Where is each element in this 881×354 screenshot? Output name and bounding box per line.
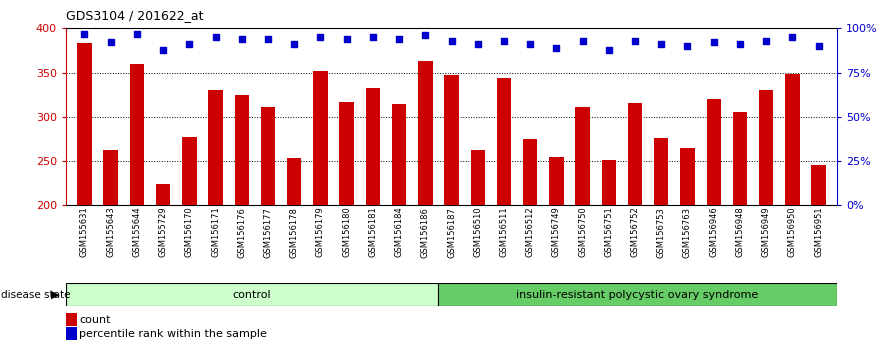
- Bar: [444, 75, 459, 205]
- Bar: [811, 165, 825, 205]
- Point: [261, 36, 275, 42]
- Bar: [575, 107, 589, 205]
- Point: [392, 36, 406, 42]
- Bar: [392, 104, 406, 205]
- Point: [575, 38, 589, 44]
- Text: insulin-resistant polycystic ovary syndrome: insulin-resistant polycystic ovary syndr…: [516, 290, 759, 300]
- Point: [497, 38, 511, 44]
- Bar: [733, 113, 747, 205]
- FancyBboxPatch shape: [438, 283, 837, 306]
- Point: [628, 38, 642, 44]
- Point: [759, 38, 774, 44]
- Text: control: control: [233, 290, 271, 300]
- Point: [130, 31, 144, 36]
- Point: [602, 47, 616, 52]
- FancyBboxPatch shape: [66, 283, 438, 306]
- Bar: [628, 103, 642, 205]
- Bar: [523, 139, 537, 205]
- Point: [550, 45, 564, 51]
- Bar: [130, 64, 144, 205]
- Bar: [418, 61, 433, 205]
- Point: [785, 34, 799, 40]
- Bar: [707, 99, 721, 205]
- Point: [680, 43, 694, 49]
- Point: [707, 40, 721, 45]
- Bar: [314, 71, 328, 205]
- Point: [156, 47, 170, 52]
- Text: ▶: ▶: [51, 290, 60, 299]
- Point: [444, 38, 458, 44]
- Bar: [680, 148, 695, 205]
- Point: [234, 36, 248, 42]
- Point: [418, 33, 433, 38]
- Bar: [549, 156, 564, 205]
- Point: [339, 36, 353, 42]
- Bar: [497, 78, 511, 205]
- Bar: [602, 160, 616, 205]
- Text: percentile rank within the sample: percentile rank within the sample: [79, 329, 267, 339]
- Bar: [366, 88, 380, 205]
- Point: [733, 41, 747, 47]
- Bar: [654, 138, 669, 205]
- Bar: [208, 90, 223, 205]
- Point: [655, 41, 669, 47]
- Bar: [103, 150, 118, 205]
- Bar: [759, 90, 774, 205]
- Bar: [261, 107, 275, 205]
- Point: [104, 40, 118, 45]
- Point: [470, 41, 485, 47]
- Point: [366, 34, 380, 40]
- Bar: [182, 137, 196, 205]
- Bar: [287, 159, 301, 205]
- Point: [523, 41, 537, 47]
- Text: GDS3104 / 201622_at: GDS3104 / 201622_at: [66, 9, 204, 22]
- Point: [209, 34, 223, 40]
- Bar: [470, 149, 485, 205]
- Point: [314, 34, 328, 40]
- Bar: [234, 95, 249, 205]
- Bar: [339, 102, 354, 205]
- Bar: [156, 184, 170, 205]
- Point: [811, 43, 825, 49]
- Bar: [78, 44, 92, 205]
- Text: disease state: disease state: [1, 290, 70, 299]
- Point: [182, 41, 196, 47]
- Bar: [785, 74, 800, 205]
- Point: [78, 31, 92, 36]
- Point: [287, 41, 301, 47]
- Text: count: count: [79, 315, 111, 325]
